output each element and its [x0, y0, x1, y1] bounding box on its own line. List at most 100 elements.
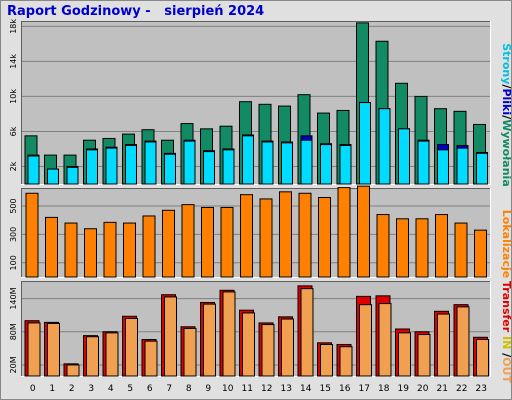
bar-transfer-kb_out-hour-8: [183, 327, 197, 377]
bar-requests-pages-hour-11: [242, 135, 254, 185]
bar-requests-pages-hour-4: [105, 147, 118, 185]
bar-visits-volume-hour-22: [454, 222, 468, 278]
bar-requests-pages-hour-19: [398, 128, 410, 185]
bar-requests-pages-hour-1: [47, 168, 59, 185]
x-tick-label-hour-17: 17: [359, 384, 370, 394]
bar-requests-pages-hour-8: [183, 140, 196, 185]
panel-requests-tick-label: 2k: [9, 161, 18, 171]
x-tick-label-hour-2: 2: [69, 384, 75, 394]
bar-transfer-kb_out-hour-13: [281, 318, 294, 377]
bar-visits-volume-hour-14: [298, 192, 312, 278]
x-tick-label-hour-23: 23: [476, 384, 487, 394]
bar-visits-volume-hour-20: [415, 218, 429, 278]
bar-visits-volume-hour-19: [396, 218, 409, 278]
bar-requests-pages-hour-6: [144, 141, 157, 185]
bar-visits-volume-hour-4: [103, 221, 117, 278]
bar-requests-pages-hour-12: [261, 141, 274, 185]
panel-visits-tick-label: 100: [9, 255, 18, 270]
x-tick-label-hour-4: 4: [108, 384, 114, 394]
x-tick-label-hour-18: 18: [378, 384, 390, 394]
bar-transfer-kb_out-hour-16: [339, 346, 353, 377]
bar-transfer-kb_out-hour-15: [320, 343, 333, 377]
bar-visits-volume-hour-7: [162, 209, 175, 278]
bar-requests-pages-hour-2: [66, 166, 79, 185]
x-tick-label-hour-7: 7: [166, 384, 172, 394]
panel-transfer-tick-label: 20M: [9, 356, 18, 373]
bar-transfer-kb_out-hour-20: [417, 334, 431, 377]
bar-visits-volume-hour-2: [64, 222, 78, 278]
x-tick-label-hour-16: 16: [339, 384, 351, 394]
bar-transfer-kb_out-hour-17: [359, 304, 372, 377]
bar-transfer-kb_out-hour-11: [242, 312, 255, 377]
bar-requests-pages-hour-18: [378, 108, 391, 185]
x-tick-label-hour-10: 10: [222, 384, 234, 394]
bar-transfer-kb_out-hour-21: [437, 313, 450, 377]
panel-transfer-background: [22, 282, 490, 376]
x-tick-label-hour-19: 19: [398, 384, 410, 394]
x-tick-label-hour-11: 11: [242, 384, 253, 394]
bar-requests-pages-hour-22: [456, 147, 469, 185]
x-tick-label-hour-15: 15: [320, 384, 331, 394]
bar-visits-volume-hour-3: [84, 228, 97, 278]
panel-transfer-tick-label: 140M: [9, 287, 18, 309]
legend-transfer-part: /: [500, 353, 512, 358]
legend-requests-part: /: [500, 115, 512, 120]
bar-transfer-kb_out-hour-1: [47, 322, 60, 377]
bar-transfer-kb_out-hour-19: [398, 332, 411, 377]
legend-transfer: Transfer IN /OUT: [500, 281, 512, 383]
legend-requests-part: /: [500, 84, 512, 89]
x-tick-label-hour-13: 13: [281, 384, 292, 394]
bar-visits-volume-hour-16: [337, 187, 351, 278]
bar-transfer-kb_out-hour-3: [86, 336, 99, 377]
x-tick-label-hour-20: 20: [417, 384, 429, 394]
bar-transfer-kb_out-hour-12: [261, 324, 275, 377]
legend-visits: Lokalizacje: [500, 210, 512, 278]
x-tick-label-hour-8: 8: [186, 384, 192, 394]
bar-requests-pages-hour-20: [417, 140, 430, 185]
bar-requests-pages-hour-13: [281, 142, 293, 185]
bar-transfer-kb_out-hour-22: [456, 306, 470, 377]
bar-visits-volume-hour-0: [25, 192, 39, 278]
bar-visits-volume-hour-18: [376, 214, 390, 278]
x-tick-label-hour-5: 5: [127, 384, 133, 394]
panel-requests-tick-label: 6k: [9, 126, 18, 136]
panel-visits-tick-label: 300: [9, 227, 18, 242]
bar-visits-volume-hour-21: [435, 214, 448, 278]
x-tick-label-hour-9: 9: [205, 384, 211, 394]
bar-requests-pages-hour-7: [164, 153, 176, 185]
bar-visits-volume-hour-23: [474, 229, 487, 278]
bar-transfer-kb_out-hour-14: [300, 288, 314, 377]
bar-requests-pages-hour-10: [222, 149, 235, 185]
legend-transfer-part: IN: [500, 332, 512, 353]
legend-requests-part: Wywołania: [500, 119, 512, 187]
bar-visits-volume-hour-9: [201, 206, 214, 278]
bar-visits-volume-hour-6: [142, 215, 156, 278]
bar-transfer-kb_out-hour-6: [144, 340, 158, 377]
x-tick-label-hour-3: 3: [88, 384, 94, 394]
panel-requests-background: [22, 22, 490, 184]
legend-visits-part: Lokalizacje: [500, 210, 512, 278]
legend-transfer-part: Transfer: [500, 281, 512, 333]
legend-requests: Strony/Pliki/Wywołania: [500, 43, 512, 187]
panel-requests-tick-label: 10k: [9, 89, 18, 104]
x-tick-label-hour-22: 22: [456, 384, 467, 394]
bar-visits-volume-hour-1: [45, 216, 58, 278]
bar-requests-pages-hour-0: [27, 155, 40, 185]
bar-transfer-kb_out-hour-2: [66, 364, 80, 377]
bar-transfer-kb_out-hour-18: [378, 303, 392, 377]
x-tick-label-hour-21: 21: [437, 384, 448, 394]
bar-transfer-kb_out-hour-4: [105, 332, 119, 377]
bar-requests-pages-hour-3: [86, 149, 98, 185]
bar-requests-pages-hour-15: [320, 144, 332, 185]
legend-transfer-part: OUT: [500, 357, 512, 383]
x-tick-label-hour-14: 14: [300, 384, 312, 394]
bar-requests-pages-hour-23: [476, 152, 488, 185]
bar-visits-volume-hour-11: [240, 194, 253, 278]
bar-transfer-kb_out-hour-0: [27, 322, 41, 377]
bar-visits-volume-hour-15: [318, 197, 331, 278]
bar-requests-pages-hour-9: [203, 151, 215, 185]
x-tick-label-hour-12: 12: [261, 384, 272, 394]
bar-transfer-kb_out-hour-5: [125, 317, 138, 377]
bar-requests-pages-hour-5: [125, 144, 137, 185]
